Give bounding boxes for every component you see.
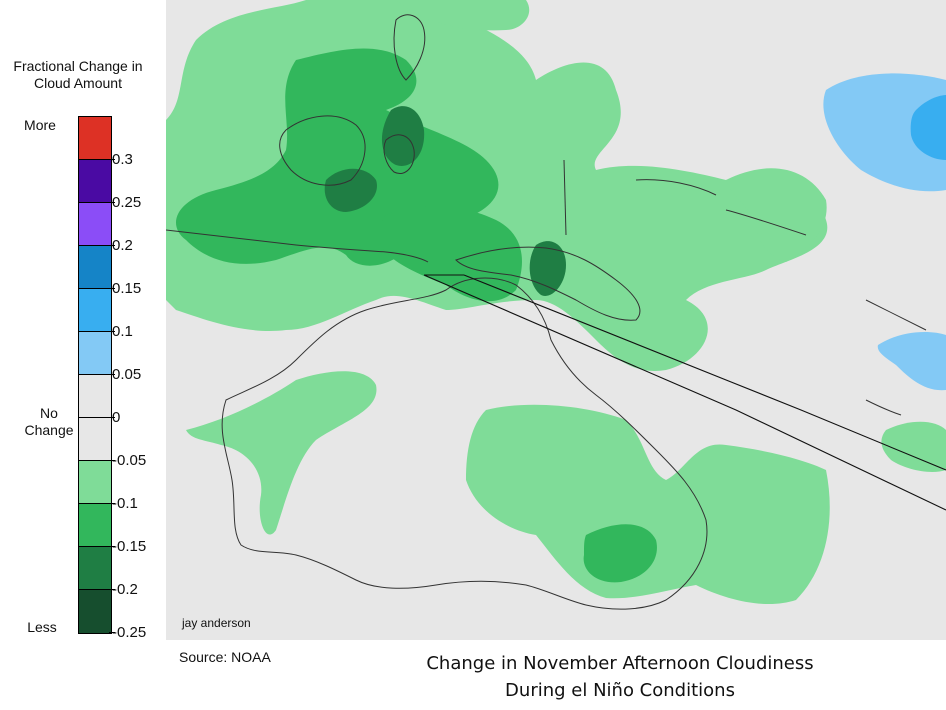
cloudiness-map	[165, 0, 946, 640]
australia-coastline	[221, 277, 708, 610]
color-scale-cell	[79, 246, 111, 289]
eclipse-path-band	[423, 274, 946, 511]
region-mid-blue-ne	[910, 95, 946, 160]
legend-more-label: More	[24, 117, 56, 133]
color-scale-cell	[79, 332, 111, 375]
source-label: Source: NOAA	[179, 649, 271, 665]
ne-islands-coastline	[865, 399, 902, 416]
color-scale-bar	[78, 116, 112, 634]
region-top-light	[396, 0, 530, 31]
mid-green-regions	[176, 48, 657, 583]
region-central-mid	[378, 205, 522, 302]
color-scale-tick-label: 0.1	[109, 323, 133, 340]
map-canvas	[165, 0, 946, 640]
coastlines	[165, 14, 927, 610]
region-southeast-australia-light	[466, 404, 830, 605]
color-scale-cell	[79, 504, 111, 547]
color-scale-tick-label: 0.15	[108, 280, 142, 297]
legend-less-label: Less	[27, 619, 57, 635]
map-caption: Change in November Afternoon Cloudiness …	[370, 650, 870, 704]
color-scale-tick-label: 0.3	[109, 151, 133, 168]
eclipse-path-south-limit	[423, 274, 946, 511]
legend-no-change-line2: Change	[24, 422, 74, 438]
border-line	[563, 159, 567, 236]
legend-no-change-line1: No	[40, 405, 58, 421]
blue-regions	[823, 73, 946, 391]
caption-line2: During el Niño Conditions	[505, 680, 735, 701]
legend-title: Fractional Change in Cloud Amount	[0, 58, 156, 92]
color-scale-cell	[79, 547, 111, 590]
color-scale-cell	[79, 375, 111, 418]
color-scale-cell	[79, 160, 111, 203]
eclipse-path-north-limit	[463, 274, 946, 471]
color-scale-cell	[79, 289, 111, 332]
color-scale-tick-label: 0.2	[109, 237, 133, 254]
borneo-coastline	[279, 115, 366, 186]
region-far-east-light	[881, 421, 946, 472]
color-scale-cell	[79, 590, 111, 633]
color-scale-tick-label: -0.2	[109, 581, 138, 598]
color-scale-tick-label: 0	[108, 409, 121, 426]
color-scale-cell	[79, 461, 111, 504]
region-dark-central	[324, 168, 377, 212]
region-dark-east	[529, 241, 566, 296]
region-light-blue-ne	[823, 73, 946, 192]
pacific-islands-coastline	[635, 179, 927, 331]
color-scale-tick-label: -0.05	[108, 452, 147, 469]
region-south-mid	[583, 524, 657, 583]
color-scale-tick-label: 0.25	[108, 194, 142, 211]
color-scale-tick-label: -0.1	[109, 495, 138, 512]
philippines-coastline	[393, 14, 426, 81]
sulawesi-coastline	[383, 134, 415, 174]
region-light-blue-e	[877, 332, 946, 391]
legend-title-line2: Cloud Amount	[34, 75, 122, 91]
map-credit: jay anderson	[182, 616, 251, 630]
color-scale-cell	[79, 203, 111, 246]
caption-line1: Change in November Afternoon Cloudiness	[426, 653, 814, 674]
color-scale-cell	[79, 117, 111, 160]
legend-no-change-label: No Change	[18, 405, 80, 439]
color-scale-tick-label: -0.25	[108, 624, 147, 641]
new-guinea-coastline	[455, 246, 641, 321]
legend-title-line1: Fractional Change in	[13, 58, 143, 74]
region-east-pacific-light	[726, 168, 827, 262]
region-west-australia-light	[186, 371, 377, 535]
color-scale-tick-label: 0.05	[108, 366, 142, 383]
indonesia-coastline	[165, 229, 429, 263]
color-scale-tick-label: -0.15	[108, 538, 147, 555]
color-scale-cell	[79, 418, 111, 461]
